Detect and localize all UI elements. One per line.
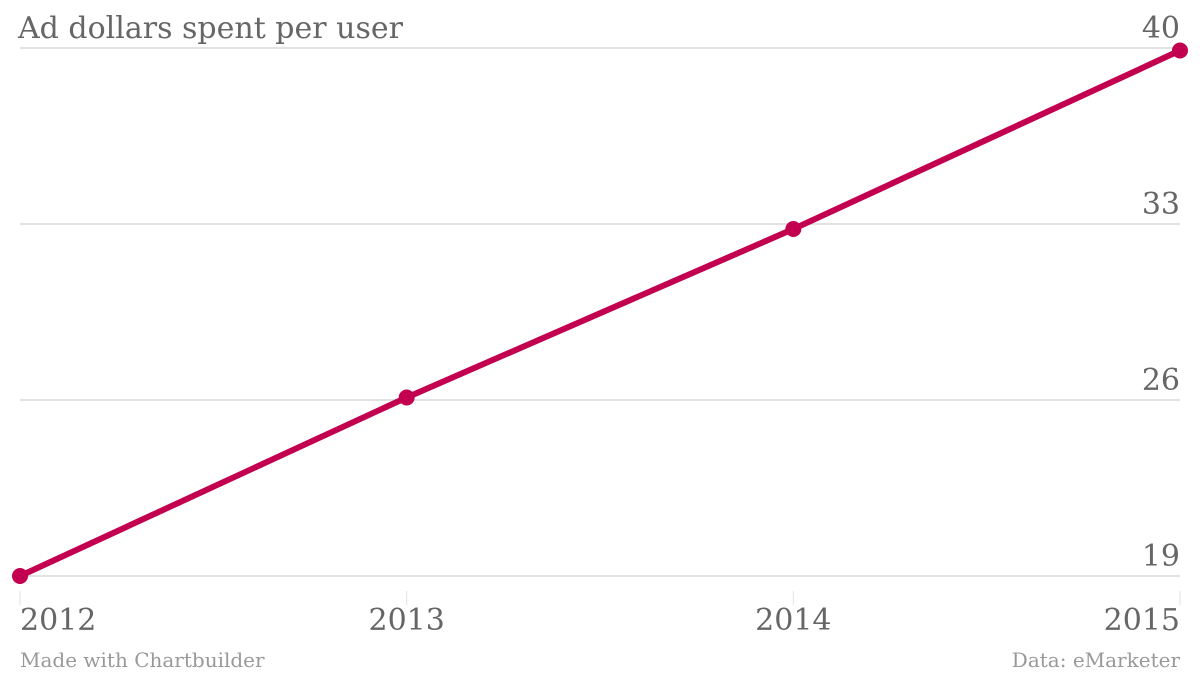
- x-tick-label: 2015: [1104, 603, 1180, 638]
- x-tick-label: 2012: [20, 603, 96, 638]
- series-line: [18, 47, 1182, 579]
- y-tick-label: 33: [1142, 187, 1180, 222]
- gridlines: 19 26 33 40: [20, 11, 1180, 577]
- data-point-2013: [398, 389, 415, 406]
- y-tick-label: 26: [1142, 363, 1180, 398]
- data-point-2015: [1172, 42, 1188, 59]
- chart-title: Ad dollars spent per user: [17, 11, 404, 46]
- y-tick-label: 40: [1142, 11, 1180, 46]
- series-layer: [12, 42, 1188, 584]
- data-point-2014: [785, 221, 802, 238]
- x-tick-label: 2014: [755, 603, 831, 638]
- source-text: Data: eMarketer: [1012, 648, 1181, 672]
- x-axis: 2012 2013 2014 2015: [19, 591, 1181, 638]
- y-tick-label: 19: [1142, 539, 1180, 574]
- data-point-2012: [12, 568, 28, 584]
- x-tick-label: 2013: [368, 603, 444, 638]
- credit-text: Made with Chartbuilder: [20, 648, 265, 672]
